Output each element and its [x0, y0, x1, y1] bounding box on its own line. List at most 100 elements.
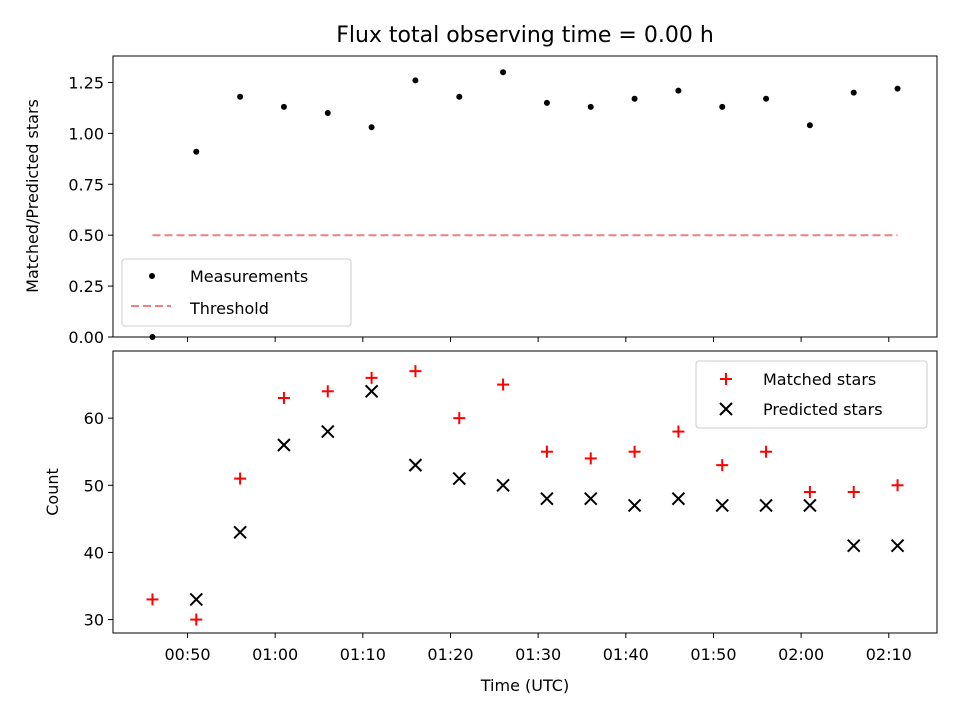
predicted-star-point	[803, 498, 817, 513]
matched-star-point	[672, 425, 685, 438]
measurement-point	[368, 124, 375, 131]
x-b	[408, 458, 423, 472]
matched-star-point	[321, 385, 334, 398]
measurement-point	[631, 95, 638, 102]
bottom-y-tick-label: 30	[84, 611, 104, 630]
top-y-tick-label: 0.75	[68, 175, 104, 194]
predicted-star-point	[408, 458, 423, 472]
x-tick-label: 01:50	[690, 645, 736, 664]
x-b	[847, 539, 861, 553]
bottom-y-tick-label: 60	[84, 409, 104, 428]
predicted-star-point	[496, 478, 510, 492]
top-legend	[121, 258, 352, 327]
measurement-point	[543, 99, 550, 106]
x-tick-label: 00:50	[164, 645, 210, 664]
matched-star-point	[146, 593, 159, 606]
x-b	[321, 424, 335, 439]
x-b	[277, 438, 291, 452]
x-b	[233, 525, 247, 539]
predicted-star-point	[364, 384, 379, 398]
x-b	[627, 498, 642, 513]
x-b	[496, 478, 510, 492]
legend-predicted-label: Predicted stars	[763, 400, 883, 419]
top-y-tick-label: 1.25	[68, 73, 104, 92]
predicted-star-point	[715, 498, 729, 513]
measurement-point	[894, 85, 901, 92]
predicted-star-point	[452, 471, 466, 486]
x-b	[890, 539, 905, 553]
x-tick-label: 02:00	[778, 645, 824, 664]
measurement-point	[237, 93, 244, 100]
predicted-star-point	[584, 492, 598, 506]
x-b	[452, 471, 466, 486]
bottom-y-axis-label: Count	[43, 468, 62, 516]
matched-star-point	[540, 445, 553, 458]
matched-star-point	[365, 371, 378, 384]
x-b	[364, 384, 379, 398]
matched-star-point	[716, 459, 729, 472]
bottom-legend	[695, 360, 928, 429]
legend-matched-marker	[720, 373, 732, 385]
matched-star-point	[277, 392, 290, 404]
x-tick-label: 01:10	[340, 645, 386, 664]
measurement-point	[763, 95, 770, 102]
predicted-star-point	[540, 492, 554, 506]
measurement-point	[587, 103, 594, 110]
measurement-point	[806, 122, 813, 129]
matched-star-point	[891, 479, 904, 492]
top-axes: 0.00 0.25 0.50 0.75 1.00 1.25 Measurements Thre…	[68, 55, 938, 347]
measurement-point	[500, 69, 507, 76]
matched-star-point	[409, 365, 422, 378]
measurement-point	[193, 148, 200, 155]
legend-predicted-marker	[719, 402, 733, 416]
top-y-tick-label: 0.00	[68, 328, 104, 347]
predicted-star-point	[671, 492, 686, 506]
x-b	[715, 498, 729, 513]
measurement-point	[412, 77, 419, 84]
predicted-star-point	[189, 592, 203, 607]
x-b	[803, 498, 817, 513]
matched-star-point	[190, 613, 203, 626]
x-tick-label: 01:20	[427, 645, 473, 664]
x-b	[584, 492, 598, 506]
matched-star-point	[803, 486, 816, 498]
measurement-point	[675, 87, 682, 94]
x-tick-label: 01:00	[252, 645, 298, 664]
x-b	[671, 492, 686, 506]
measurement-point	[456, 93, 463, 100]
x-axis-label: Time (UTC)	[480, 676, 569, 695]
matched-star-point	[847, 486, 860, 498]
matched-star-point	[628, 445, 641, 458]
measurement-point	[719, 103, 726, 110]
bottom-y-tick-label: 50	[84, 476, 104, 495]
bottom-axes-frame	[112, 350, 938, 634]
matched-star-point	[234, 472, 247, 485]
top-y-tick-label: 0.50	[68, 226, 104, 245]
matched-star-point	[497, 378, 510, 391]
measurement-point	[280, 103, 287, 110]
top-y-tick-label: 1.00	[68, 124, 104, 143]
top-y-tick-label: 0.25	[68, 277, 104, 296]
predicted-star-point	[627, 498, 642, 513]
top-y-axis-label: Matched/Predicted stars	[23, 99, 42, 293]
x-b	[540, 492, 554, 506]
measurement-point	[324, 110, 331, 117]
x-tick-label: 01:30	[515, 645, 561, 664]
bottom-axes: 30 40 50 60 00:50 01:00 01:10 01:20 01:30 01:40 01…	[84, 350, 938, 664]
predicted-star-point	[321, 424, 335, 439]
x-b	[189, 592, 203, 607]
chart-title: Flux total observing time = 0.00 h	[336, 23, 714, 48]
top-axes-frame	[112, 55, 938, 338]
x-b	[719, 402, 733, 416]
predicted-star-point	[890, 539, 905, 553]
predicted-star-point	[233, 525, 247, 539]
predicted-star-point	[277, 438, 291, 452]
x-tick-label: 01:40	[603, 645, 649, 664]
measurement-point	[850, 89, 857, 96]
legend-measurements-marker	[149, 273, 155, 279]
matched-star-point	[453, 412, 466, 425]
matched-star-point	[760, 445, 773, 458]
legend-measurements-label: Measurements	[190, 267, 308, 286]
